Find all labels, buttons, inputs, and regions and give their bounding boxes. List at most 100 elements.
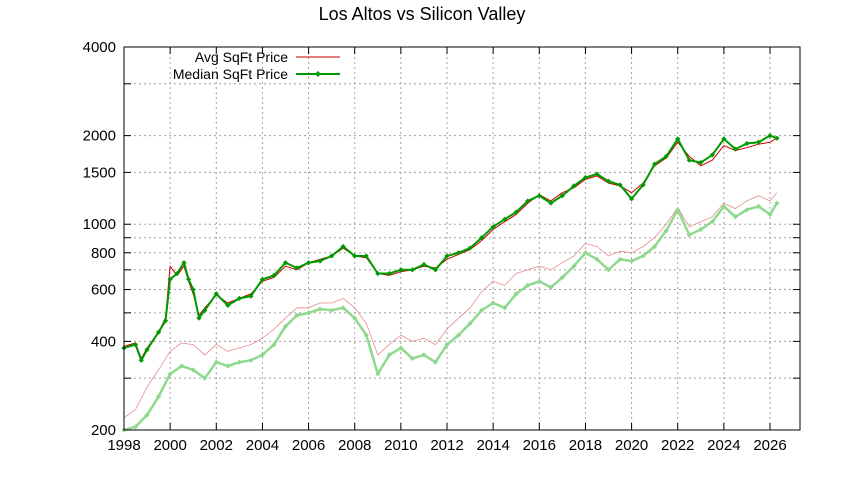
data-point-sv-median (340, 305, 346, 311)
data-point-los-altos-median (213, 291, 219, 297)
data-point-los-altos-median (525, 198, 531, 204)
data-point-sv-median (282, 323, 289, 329)
data-point-sv-median (363, 332, 369, 338)
data-point-los-altos-median (196, 315, 202, 321)
data-point-los-altos-median (686, 157, 692, 163)
data-point-sv-median (721, 203, 727, 209)
data-point-los-altos-median (755, 139, 762, 145)
data-point-los-altos-median (502, 216, 508, 222)
data-point-sv-median (305, 310, 312, 316)
data-point-sv-median (202, 375, 208, 381)
data-point-los-altos-median (479, 235, 485, 241)
data-point-sv-median (213, 359, 219, 365)
data-point-los-altos-median (305, 260, 312, 266)
x-tick-label: 2006 (292, 437, 325, 454)
data-point-sv-median (375, 371, 381, 377)
data-point-sv-median (698, 226, 704, 233)
data-point-sv-median (663, 228, 669, 234)
data-point-los-altos-median (375, 270, 381, 277)
data-point-sv-median (444, 342, 450, 348)
data-point-los-altos-median (571, 183, 577, 189)
data-point-los-altos-median (767, 133, 773, 139)
data-point-sv-median (421, 352, 427, 358)
data-point-sv-median (559, 274, 565, 280)
data-point-sv-median (628, 258, 635, 264)
chart-title: Los Altos vs Silicon Valley (319, 4, 526, 24)
x-tick-label: 2014 (476, 437, 509, 454)
data-point-sv-median (513, 291, 519, 297)
data-point-sv-median (329, 307, 335, 313)
data-point-sv-median (675, 207, 681, 213)
data-point-los-altos-median (744, 140, 750, 147)
data-point-sv-median (744, 207, 750, 213)
y-tick-label: 4000 (83, 39, 116, 56)
data-point-los-altos-median (162, 318, 169, 324)
x-tick-label: 2012 (430, 437, 463, 454)
data-point-sv-median (594, 256, 600, 262)
x-tick-label: 2016 (523, 437, 556, 454)
data-point-sv-median (686, 232, 692, 238)
data-point-los-altos-median (174, 270, 180, 277)
data-point-los-altos-median (317, 258, 323, 264)
data-point-sv-median (179, 363, 185, 369)
x-tick-label: 2026 (753, 437, 786, 454)
data-point-sv-median (767, 211, 773, 217)
data-point-sv-median (386, 352, 392, 358)
legend-marker-median (315, 71, 321, 77)
series-line-sv-avg (123, 192, 778, 419)
x-tick-label: 2002 (200, 437, 233, 454)
data-point-los-altos-median (774, 135, 780, 141)
y-tick-label: 600 (91, 282, 116, 299)
x-tick-label: 2000 (153, 437, 186, 454)
data-point-los-altos-median (432, 267, 439, 273)
data-point-los-altos-median (248, 293, 254, 299)
data-point-los-altos-median (675, 136, 681, 142)
data-point-los-altos-median (490, 224, 496, 230)
x-tick-label: 1998 (107, 437, 140, 454)
x-tick-label: 2024 (707, 437, 740, 454)
data-point-sv-median (352, 315, 358, 321)
data-point-los-altos-median (640, 182, 646, 188)
data-point-sv-median (225, 363, 231, 369)
data-point-sv-median (548, 284, 554, 291)
data-point-los-altos-median (605, 178, 612, 184)
data-point-sv-median (571, 263, 577, 269)
data-point-los-altos-median (652, 161, 658, 167)
data-point-los-altos-median (340, 243, 346, 250)
data-point-los-altos-median (386, 270, 392, 277)
series-layer (121, 133, 780, 433)
y-tick-label: 2000 (83, 128, 116, 145)
data-point-los-altos-median (467, 245, 473, 251)
data-point-sv-median (605, 267, 612, 273)
data-point-los-altos-median (721, 136, 727, 142)
series-line-sv-median (123, 202, 778, 432)
legend-label-avg: Avg SqFt Price (195, 49, 288, 65)
data-point-los-altos-median (259, 276, 266, 282)
data-point-sv-median (640, 253, 646, 259)
data-point-los-altos-median (559, 193, 565, 199)
data-point-los-altos-median (282, 260, 289, 266)
data-point-los-altos-median (190, 286, 196, 293)
grid (123, 46, 800, 431)
data-point-sv-median (167, 371, 173, 377)
data-point-los-altos-median (138, 357, 144, 363)
data-point-los-altos-median (444, 253, 450, 259)
data-point-sv-median (479, 307, 485, 313)
data-point-los-altos-median (594, 171, 600, 177)
legend-label-median: Median SqFt Price (173, 66, 288, 82)
data-point-los-altos-median (225, 302, 231, 309)
plot-frame (123, 46, 801, 431)
data-point-los-altos-median (329, 253, 335, 259)
data-point-los-altos-median (271, 272, 277, 279)
data-point-sv-median (317, 306, 323, 312)
legend: Avg SqFt Price Median SqFt Price (173, 49, 340, 82)
data-point-los-altos-median (202, 307, 208, 313)
data-point-sv-median (755, 203, 762, 209)
data-point-sv-median (455, 332, 462, 338)
data-point-sv-median (467, 320, 473, 327)
data-point-los-altos-median (294, 265, 300, 271)
data-point-los-altos-median (409, 267, 415, 273)
data-point-sv-median (582, 250, 589, 256)
data-point-los-altos-median (582, 175, 589, 181)
x-tick-label: 2008 (338, 437, 371, 454)
